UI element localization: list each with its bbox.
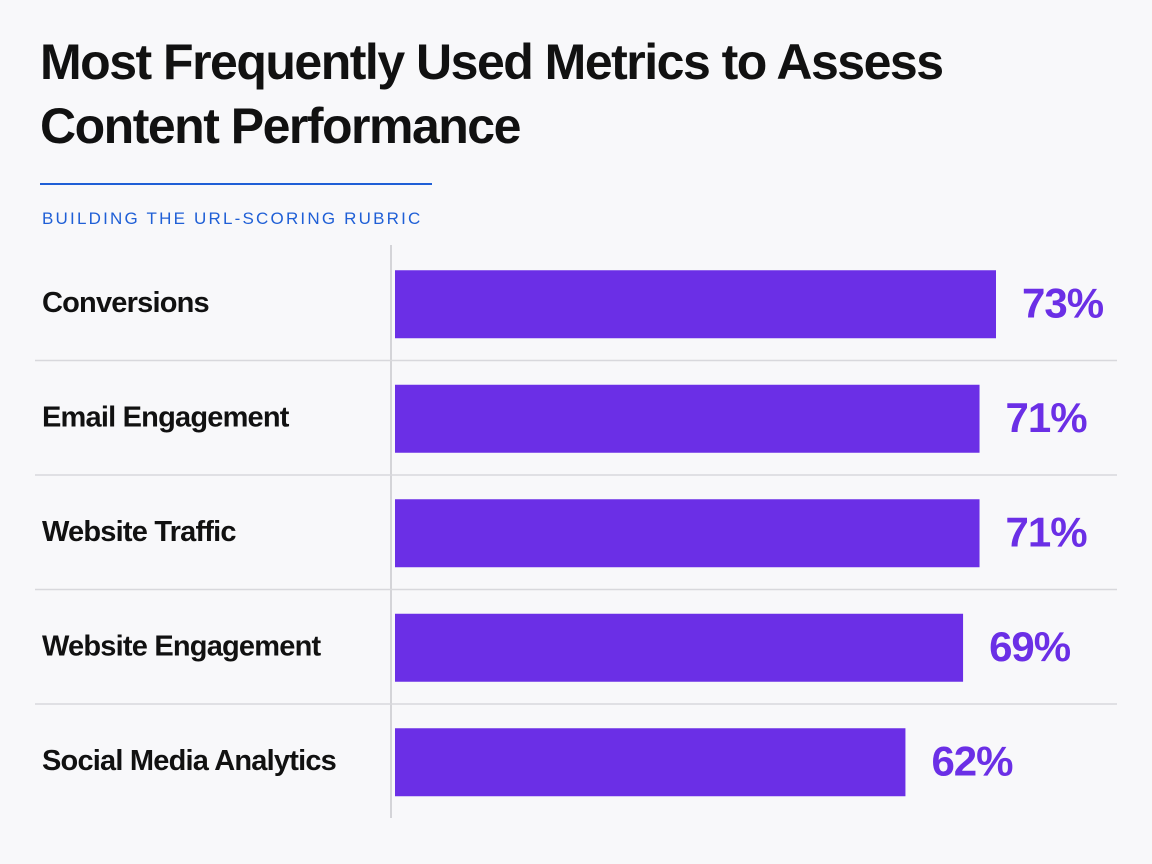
value-label: 71% bbox=[1006, 508, 1088, 555]
chart-subtitle: BUILDING THE URL-SCORING RUBRIC bbox=[42, 209, 423, 228]
bar bbox=[395, 499, 980, 568]
title-underline bbox=[40, 183, 432, 185]
category-label: Email Engagement bbox=[42, 401, 290, 433]
category-label: Website Traffic bbox=[42, 516, 236, 548]
value-label: 62% bbox=[931, 737, 1013, 784]
bar bbox=[395, 384, 980, 453]
value-label: 69% bbox=[989, 623, 1071, 670]
bar bbox=[395, 728, 906, 797]
value-label: 73% bbox=[1022, 279, 1104, 326]
bar bbox=[395, 613, 964, 682]
category-label: Website Engagement bbox=[42, 630, 321, 662]
category-label: Conversions bbox=[42, 287, 209, 319]
chart-title: Most Frequently Used Metrics to Assess C… bbox=[40, 34, 944, 154]
category-label: Social Media Analytics bbox=[42, 745, 336, 777]
bar bbox=[395, 270, 996, 339]
value-label: 71% bbox=[1006, 394, 1088, 441]
